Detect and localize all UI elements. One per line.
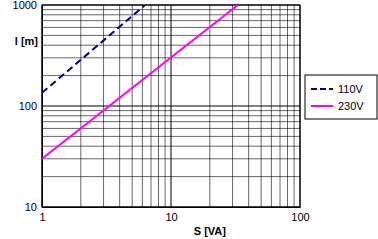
tick: 100 [291, 207, 309, 223]
legend-swatch [311, 105, 333, 107]
tick-label: 10 [165, 211, 177, 223]
tick-label: 100 [19, 100, 37, 112]
legend: 110V 230V [305, 75, 377, 119]
legend-swatch [311, 88, 333, 90]
series-line [42, 5, 238, 159]
tick-label: 100 [291, 211, 309, 223]
tick: 100 [19, 100, 42, 112]
series-group [42, 5, 238, 159]
legend-label: 230V [338, 100, 364, 112]
tick: 10 [25, 201, 42, 213]
plot: 110100101001000 [13, 0, 310, 223]
legend-box [305, 75, 377, 119]
y-axis-title: l [m] [15, 35, 39, 47]
tick: 1000 [13, 0, 42, 11]
axis-line [43, 207, 301, 208]
axis-line [42, 6, 43, 208]
x-axis: 1 10 100 [39, 207, 309, 223]
legend-label: 110V [338, 83, 364, 95]
y-axis: 10 100 1000 [13, 0, 43, 213]
tick: 1 [39, 207, 45, 223]
grid-line-y [42, 106, 300, 107]
series-line [42, 5, 145, 93]
plot-frame [42, 5, 300, 207]
tick-label: 10 [25, 201, 37, 213]
tick-label: 1 [39, 211, 45, 223]
tick: 10 [165, 207, 177, 223]
grid [42, 5, 300, 207]
tick-label: 1000 [13, 0, 37, 11]
x-axis-title: S [VA] [194, 225, 227, 237]
